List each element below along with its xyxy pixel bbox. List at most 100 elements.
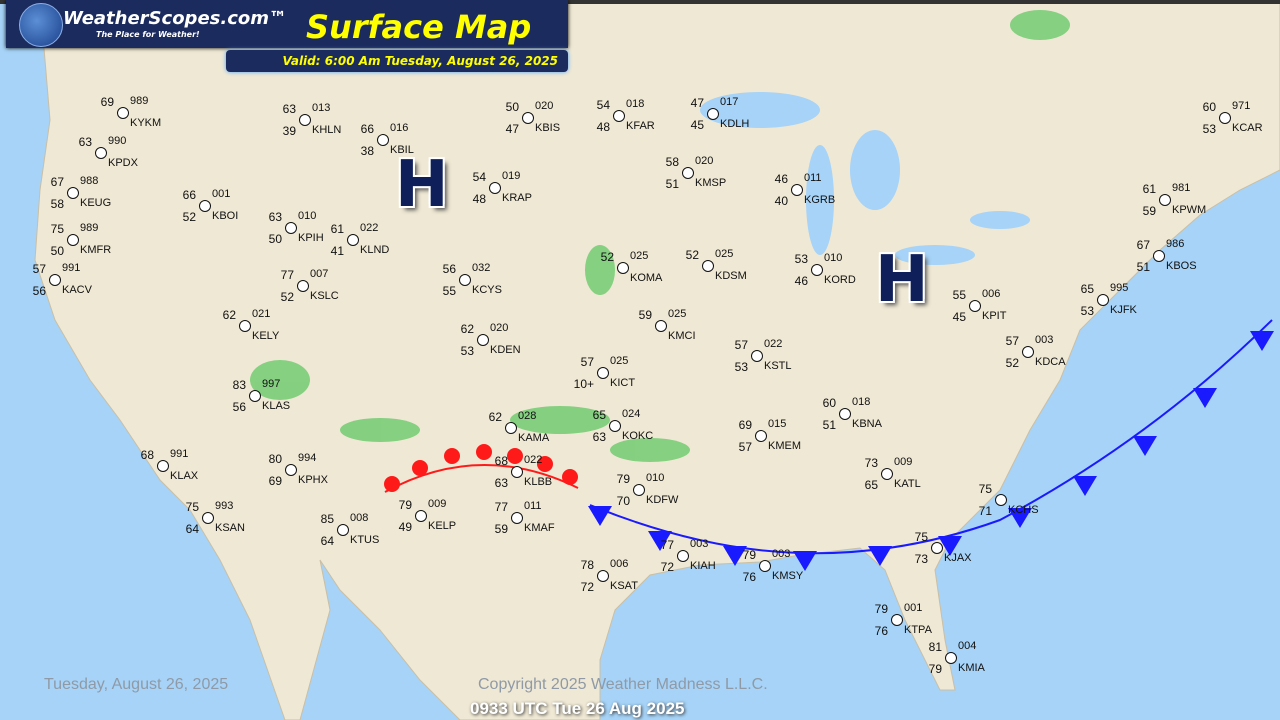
- station-plot-kord[interactable]: 53 46 010 KORD: [784, 252, 856, 292]
- station-id: KAMA: [518, 432, 550, 444]
- pressure: 003: [772, 548, 791, 560]
- station-plot-kmfr[interactable]: 75 50 989 KMFR: [40, 222, 112, 262]
- dewpoint: 47: [505, 122, 519, 136]
- pressure: 995: [1110, 282, 1129, 294]
- station-id: KICT: [610, 377, 636, 389]
- temperature: 79: [398, 498, 412, 512]
- station-plot-kpit[interactable]: 55 45 006 KPIT: [942, 288, 1012, 328]
- station-plot-kmaf[interactable]: 77 59 011 KMAF: [484, 500, 555, 540]
- station-plot-kfar[interactable]: 54 48 018 KFAR: [586, 98, 656, 138]
- temperature: 78: [580, 558, 594, 572]
- station-plot-kjfk[interactable]: 65 53 995 KJFK: [1070, 282, 1140, 322]
- temperature: 54: [472, 170, 486, 184]
- station-plot-kacv[interactable]: 57 56 991 KACV: [22, 262, 92, 302]
- station-plot-klax[interactable]: 68 991 KLAX: [130, 448, 200, 488]
- sky-cover-icon: [511, 512, 523, 524]
- station-plot-kcar[interactable]: 60 53 971 KCAR: [1192, 100, 1263, 140]
- station-id: KMIA: [958, 662, 985, 674]
- cold-front-triangle: [588, 506, 612, 526]
- station-plot-katl[interactable]: 73 65 009 KATL: [854, 456, 924, 496]
- station-plot-kmem[interactable]: 69 57 015 KMEM: [728, 418, 801, 458]
- warm-front-semicircle: [412, 460, 428, 476]
- station-plot-ksan[interactable]: 75 64 993 KSAN: [175, 500, 245, 540]
- station-plot-kiah[interactable]: 77 72 003 KIAH: [650, 538, 720, 578]
- station-plot-klas[interactable]: 83 56 997 KLAS: [222, 378, 292, 418]
- station-plot-kphx[interactable]: 80 69 994 KPHX: [258, 452, 328, 492]
- temperature: 57: [734, 338, 748, 352]
- sky-cover-icon: [67, 187, 79, 199]
- station-plot-klnd[interactable]: 61 41 022 KLND: [320, 222, 390, 262]
- station-plot-kykm[interactable]: 69 989 KYKM: [90, 95, 162, 135]
- station-plot-kjax[interactable]: 75 73 KJAX: [904, 530, 974, 570]
- sky-cover-icon: [682, 167, 694, 179]
- sky-cover-icon: [613, 110, 625, 122]
- pressure: 989: [80, 222, 99, 234]
- station-plot-kden[interactable]: 62 53 020 KDEN: [450, 322, 521, 362]
- station-plot-kbis[interactable]: 50 47 020 KBIS: [495, 100, 565, 140]
- temperature: 83: [232, 378, 246, 392]
- station-plot-kdlh[interactable]: 47 45 017 KDLH: [680, 96, 750, 136]
- station-plot-kokc[interactable]: 65 63 024 KOKC: [582, 408, 654, 448]
- sky-cover-icon: [522, 112, 534, 124]
- station-id: KDEN: [490, 344, 521, 356]
- station-plot-kmia[interactable]: 81 79 004 KMIA: [918, 640, 988, 680]
- station-id: KATL: [894, 478, 921, 490]
- station-plot-ktpa[interactable]: 79 76 001 KTPA: [864, 602, 934, 642]
- pressure: 001: [904, 602, 923, 614]
- dewpoint: 51: [665, 177, 679, 191]
- station-id: KMEM: [768, 440, 801, 452]
- station-plot-kboi[interactable]: 66 52 001 KBOI: [172, 188, 242, 228]
- station-plot-klbb[interactable]: 68 63 022 KLBB: [484, 454, 554, 494]
- station-plot-kdfw[interactable]: 79 70 010 KDFW: [606, 472, 679, 512]
- station-plot-ktus[interactable]: 85 64 008 KTUS: [310, 512, 380, 552]
- station-plot-kbos[interactable]: 67 51 986 KBOS: [1126, 238, 1197, 278]
- pressure: 001: [212, 188, 231, 200]
- station-plot-krap[interactable]: 54 48 019 KRAP: [462, 170, 532, 210]
- pressure: 022: [524, 454, 543, 466]
- station-plot-koma[interactable]: 52 025 KOMA: [590, 250, 663, 290]
- station-plot-kcys[interactable]: 56 55 032 KCYS: [432, 262, 502, 302]
- station-plot-kmsp[interactable]: 58 51 020 KMSP: [655, 155, 727, 195]
- sky-cover-icon: [415, 510, 427, 522]
- pressure: 991: [62, 262, 81, 274]
- station-plot-kdsm[interactable]: 52 025 KDSM: [675, 248, 747, 288]
- temperature: 68: [140, 448, 154, 462]
- station-plot-khln[interactable]: 63 39 013 KHLN: [272, 102, 342, 142]
- dewpoint: 50: [268, 232, 282, 246]
- station-id: KPIH: [298, 232, 324, 244]
- station-plot-kpdx[interactable]: 63 990 KPDX: [68, 135, 138, 175]
- station-id: KCAR: [1232, 122, 1263, 134]
- pressure: 007: [310, 268, 329, 280]
- station-plot-keug[interactable]: 67 58 988 KEUG: [40, 175, 112, 215]
- station-plot-kbna[interactable]: 60 51 018 KBNA: [812, 396, 882, 436]
- pressure: 990: [108, 135, 127, 147]
- station-plot-kpih[interactable]: 63 50 010 KPIH: [258, 210, 328, 250]
- station-plot-kslc[interactable]: 77 52 007 KSLC: [270, 268, 340, 308]
- temperature: 62: [222, 308, 236, 322]
- station-plot-kgrb[interactable]: 46 40 011 KGRB: [764, 172, 836, 212]
- station-plot-kmsy[interactable]: 79 76 003 KMSY: [732, 548, 804, 588]
- station-plot-kelp[interactable]: 79 49 009 KELP: [388, 498, 458, 538]
- station-plot-kchs[interactable]: 75 71 KCHS: [968, 482, 1039, 522]
- warm-front-semicircle: [444, 448, 460, 464]
- station-id: KCYS: [472, 284, 502, 296]
- station-plot-kstl[interactable]: 57 53 022 KSTL: [724, 338, 794, 378]
- station-plot-ksat[interactable]: 78 72 006 KSAT: [570, 558, 640, 598]
- sky-cover-icon: [597, 367, 609, 379]
- station-id: KPIT: [982, 310, 1007, 322]
- sky-cover-icon: [157, 460, 169, 472]
- temperature: 60: [1202, 100, 1216, 114]
- station-plot-kama[interactable]: 62 028 KAMA: [478, 410, 550, 450]
- pressure: 010: [824, 252, 843, 264]
- station-plot-kict[interactable]: 57 10+ 025 KICT: [570, 355, 640, 395]
- station-plot-kely[interactable]: 62 021 KELY: [212, 308, 282, 348]
- lake-michigan: [806, 145, 834, 255]
- station-plot-kdca[interactable]: 57 52 003 KDCA: [995, 334, 1066, 374]
- station-plot-kbil[interactable]: 66 38 016 KBIL: [350, 122, 420, 162]
- station-id: KDCA: [1035, 356, 1066, 368]
- brand-name[interactable]: WeatherScopes.com™: [63, 8, 287, 29]
- dewpoint: 53: [1080, 304, 1094, 318]
- station-plot-kmci[interactable]: 59 025 KMCI: [628, 308, 698, 348]
- dewpoint: 50: [50, 244, 64, 258]
- station-plot-kpwm[interactable]: 61 59 981 KPWM: [1132, 182, 1207, 222]
